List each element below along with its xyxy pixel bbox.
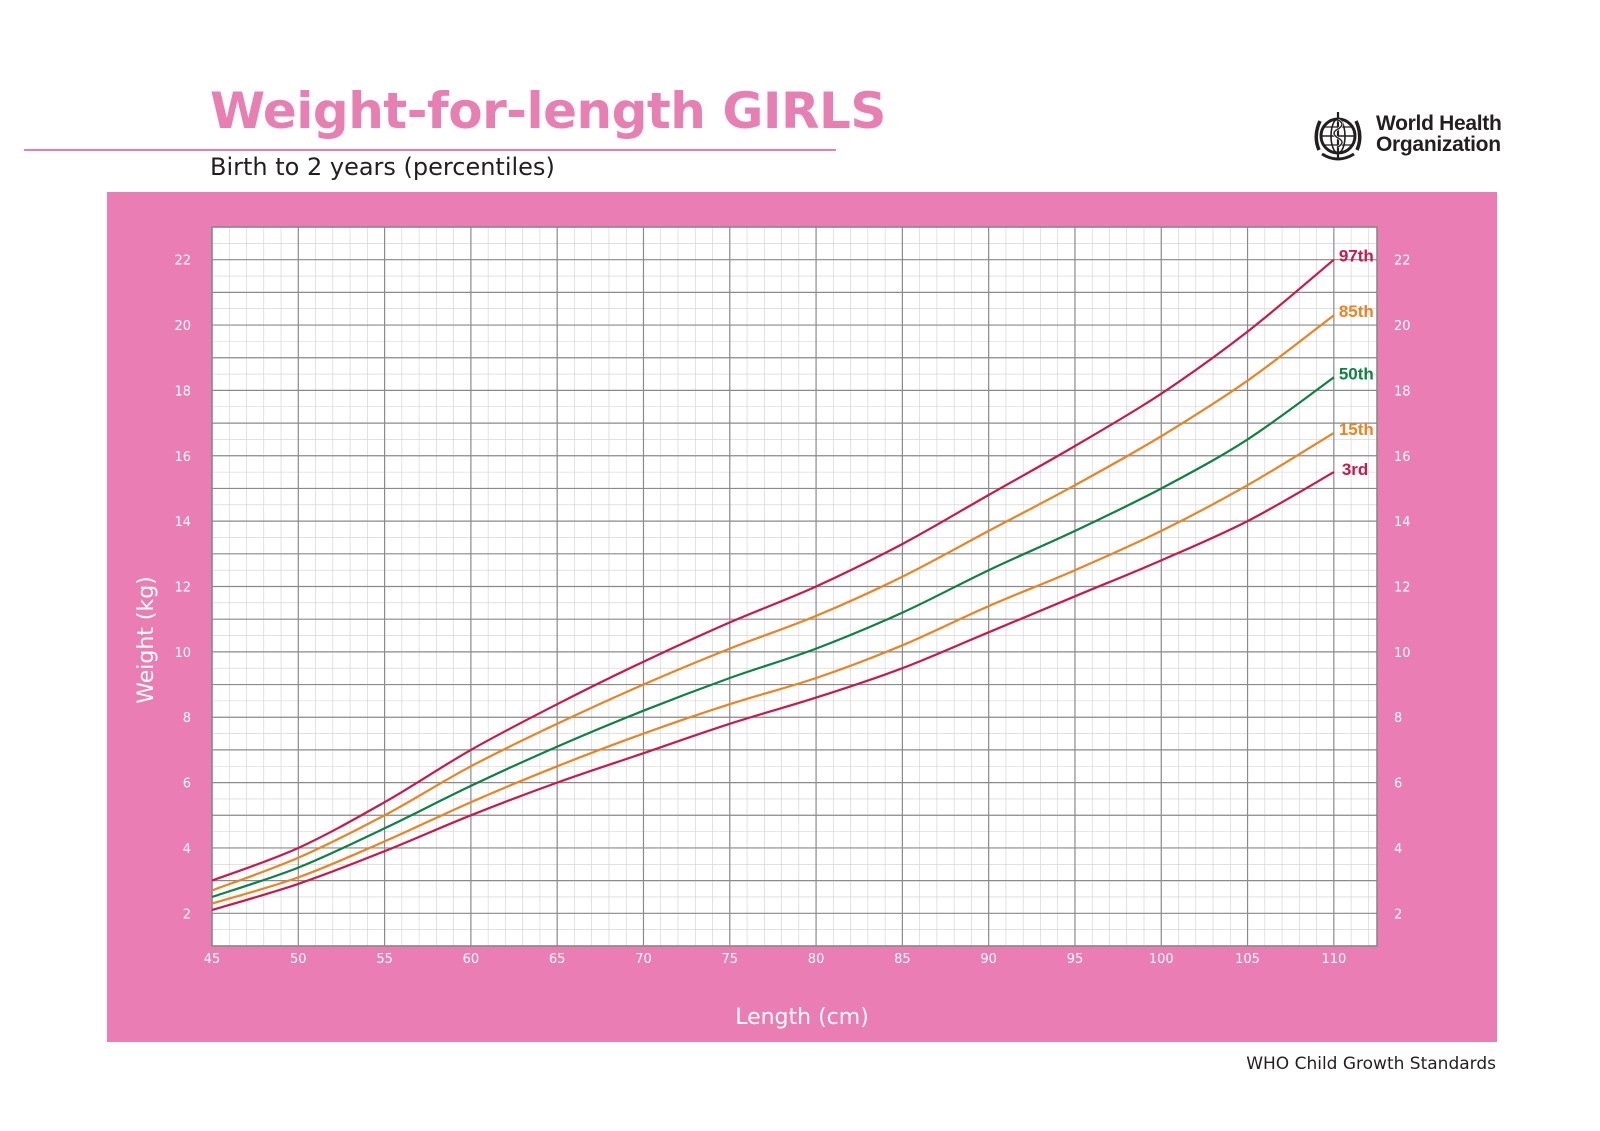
y-tick-label-right: 18	[1394, 384, 1411, 399]
x-tick-label: 105	[1235, 952, 1260, 967]
y-tick-labels-right: 2 4 6 8 10 12 14 16 18 20 22	[1394, 254, 1411, 923]
y-tick-label: 20	[174, 319, 191, 334]
minor-grid	[211, 226, 1377, 947]
y-tick-label: 8	[183, 711, 191, 726]
x-tick-label: 45	[204, 952, 221, 967]
x-tick-labels: 45 50 55 60 65 70 75 80 85 90 95 100 105 110	[204, 952, 1347, 967]
title-divider	[24, 149, 836, 151]
y-tick-label-right: 16	[1394, 450, 1411, 465]
y-tick-label-right: 12	[1394, 581, 1411, 596]
percentile-curve-3rd	[211, 471, 1335, 912]
y-tick-label-right: 20	[1394, 319, 1411, 334]
who-logo: World Health Organization	[1308, 106, 1508, 166]
x-tick-label: 90	[980, 952, 997, 967]
who-name-line1: World Health	[1376, 112, 1502, 135]
y-tick-label-right: 14	[1394, 515, 1411, 530]
weight-for-length-chart: 97th 85th 50th 15th 3rd 45 50 55 60 65 70 75 80 85 90…	[134, 226, 1411, 1030]
y-tick-label: 2	[183, 907, 191, 922]
who-name-line2: Organization	[1376, 133, 1501, 156]
percentile-label-15th: 15th	[1339, 420, 1374, 439]
percentile-curve-50th	[211, 376, 1335, 899]
x-tick-label: 50	[290, 952, 307, 967]
plot-frame	[211, 226, 1378, 947]
x-tick-label: 70	[635, 952, 652, 967]
percentile-label-3rd: 3rd	[1342, 460, 1368, 479]
y-tick-label: 22	[174, 254, 191, 269]
percentile-labels: 97th 85th 50th 15th 3rd	[1339, 247, 1374, 479]
footer-source: WHO Child Growth Standards	[1246, 1054, 1496, 1074]
x-tick-label: 100	[1149, 952, 1174, 967]
y-tick-label: 18	[174, 384, 191, 399]
y-tick-label-right: 2	[1394, 907, 1402, 922]
who-emblem-icon	[1314, 112, 1362, 161]
y-tick-label-right: 8	[1394, 711, 1402, 726]
y-tick-label-right: 10	[1394, 646, 1411, 661]
x-axis-label: Length (cm)	[735, 1005, 869, 1030]
who-name: World Health Organization	[1376, 113, 1502, 155]
y-tick-label: 14	[174, 515, 191, 530]
percentile-label-97th: 97th	[1339, 247, 1374, 266]
x-tick-label: 110	[1321, 952, 1346, 967]
x-tick-label: 65	[549, 952, 566, 967]
percentile-curve-15th	[211, 431, 1335, 905]
percentile-curve-85th	[211, 314, 1335, 892]
page-subtitle: Birth to 2 years (percentiles)	[210, 153, 555, 181]
chart-panel: 97th 85th 50th 15th 3rd 45 50 55 60 65 70 75 80 85 90…	[107, 192, 1497, 1042]
y-axis-label: Weight (kg)	[134, 576, 159, 704]
y-tick-label-right: 4	[1394, 842, 1402, 857]
page-title: Weight-for-length GIRLS	[210, 82, 886, 140]
x-tick-label: 80	[808, 952, 825, 967]
percentile-curves	[211, 258, 1335, 912]
x-tick-label: 55	[376, 952, 393, 967]
percentile-label-50th: 50th	[1339, 364, 1374, 383]
percentile-label-85th: 85th	[1339, 302, 1374, 321]
x-tick-label: 85	[894, 952, 911, 967]
y-tick-label: 4	[183, 842, 191, 857]
y-tick-label: 12	[174, 581, 191, 596]
y-tick-label: 16	[174, 450, 191, 465]
y-tick-label: 10	[174, 646, 191, 661]
y-tick-labels-left: 2 4 6 8 10 12 14 16 18 20 22	[174, 254, 191, 923]
x-tick-label: 60	[463, 952, 480, 967]
percentile-curve-97th	[211, 258, 1335, 882]
y-tick-label-right: 6	[1394, 777, 1402, 792]
x-tick-label: 75	[722, 952, 739, 967]
y-tick-label-right: 22	[1394, 254, 1411, 269]
x-tick-label: 95	[1067, 952, 1084, 967]
y-tick-label: 6	[183, 777, 191, 792]
